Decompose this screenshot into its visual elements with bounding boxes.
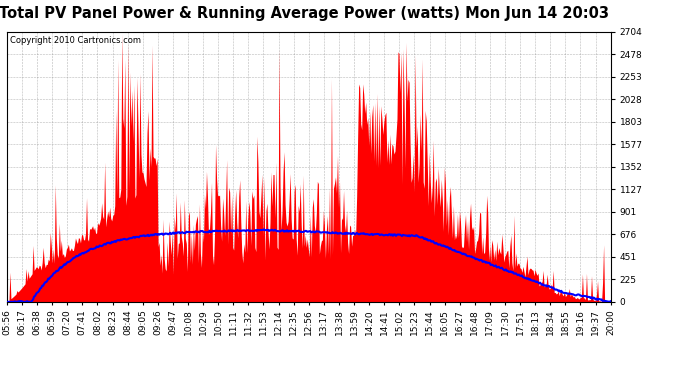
Text: Copyright 2010 Cartronics.com: Copyright 2010 Cartronics.com: [10, 36, 141, 45]
Text: Total PV Panel Power & Running Average Power (watts) Mon Jun 14 20:03: Total PV Panel Power & Running Average P…: [0, 6, 609, 21]
